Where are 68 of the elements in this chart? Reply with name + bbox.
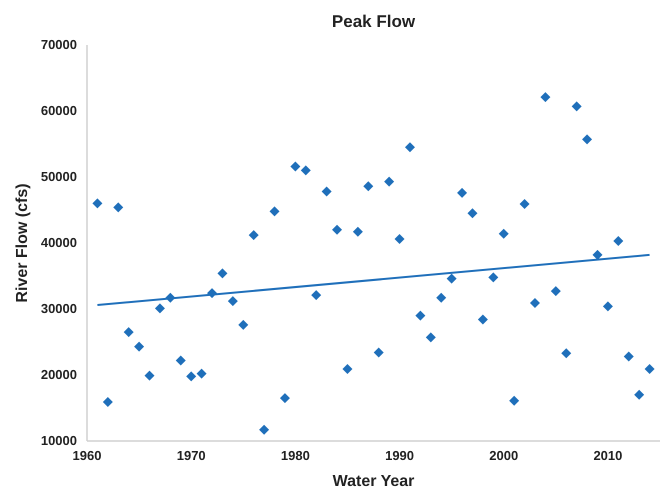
point — [572, 101, 582, 112]
point — [509, 396, 520, 406]
point — [154, 303, 165, 314]
point — [259, 424, 270, 435]
point — [228, 296, 238, 306]
point — [248, 230, 259, 240]
point — [102, 397, 113, 408]
point — [238, 320, 248, 330]
point — [270, 206, 280, 216]
point — [363, 181, 374, 192]
point — [561, 348, 572, 358]
point — [498, 228, 509, 239]
point — [322, 186, 332, 197]
point — [394, 234, 405, 244]
point — [217, 268, 228, 278]
point — [520, 199, 530, 210]
point — [404, 142, 415, 152]
point — [644, 364, 655, 374]
point — [374, 348, 384, 358]
y-tick-label: 60000 — [40, 103, 77, 118]
point — [342, 364, 352, 374]
point — [92, 198, 102, 208]
point — [332, 224, 342, 235]
point — [124, 327, 134, 338]
point — [311, 290, 322, 300]
point — [290, 161, 300, 172]
point — [582, 134, 592, 144]
point — [176, 355, 186, 366]
y-axis-title: River Flow (cfs) — [14, 183, 31, 303]
point — [634, 390, 644, 400]
point — [280, 393, 290, 404]
point — [446, 274, 457, 284]
chart-title: Peak Flow — [332, 12, 416, 31]
x-tick-label: 2010 — [593, 448, 622, 464]
point — [426, 332, 436, 342]
point — [352, 226, 363, 237]
y-tick-label: 40000 — [40, 235, 77, 250]
point — [530, 298, 540, 308]
point — [624, 352, 634, 362]
point — [113, 202, 124, 212]
point — [196, 368, 207, 379]
y-tick-label: 30000 — [40, 301, 77, 316]
x-tick-label: 1990 — [385, 448, 414, 464]
y-tick-label: 50000 — [40, 169, 77, 184]
point — [300, 165, 311, 176]
point — [602, 301, 613, 312]
y-tick-label: 10000 — [40, 433, 77, 448]
point — [488, 272, 498, 282]
point — [592, 250, 602, 260]
x-tick-label: 2000 — [489, 448, 518, 464]
point — [415, 310, 426, 321]
y-tick-label: 70000 — [40, 37, 77, 52]
point — [550, 286, 561, 296]
point — [144, 370, 155, 381]
point — [186, 371, 196, 382]
point — [540, 92, 550, 102]
x-tick-label: 1980 — [280, 448, 310, 464]
x-tick-label: 1970 — [176, 448, 206, 464]
point — [457, 188, 468, 198]
point — [436, 292, 446, 303]
y-tick-label: 20000 — [40, 367, 77, 382]
point — [467, 208, 478, 218]
x-axis-title: Water Year — [332, 473, 414, 490]
point — [134, 342, 144, 352]
point — [478, 314, 488, 325]
point — [613, 236, 624, 246]
point — [384, 176, 394, 187]
x-tick-label: 1960 — [72, 448, 102, 464]
